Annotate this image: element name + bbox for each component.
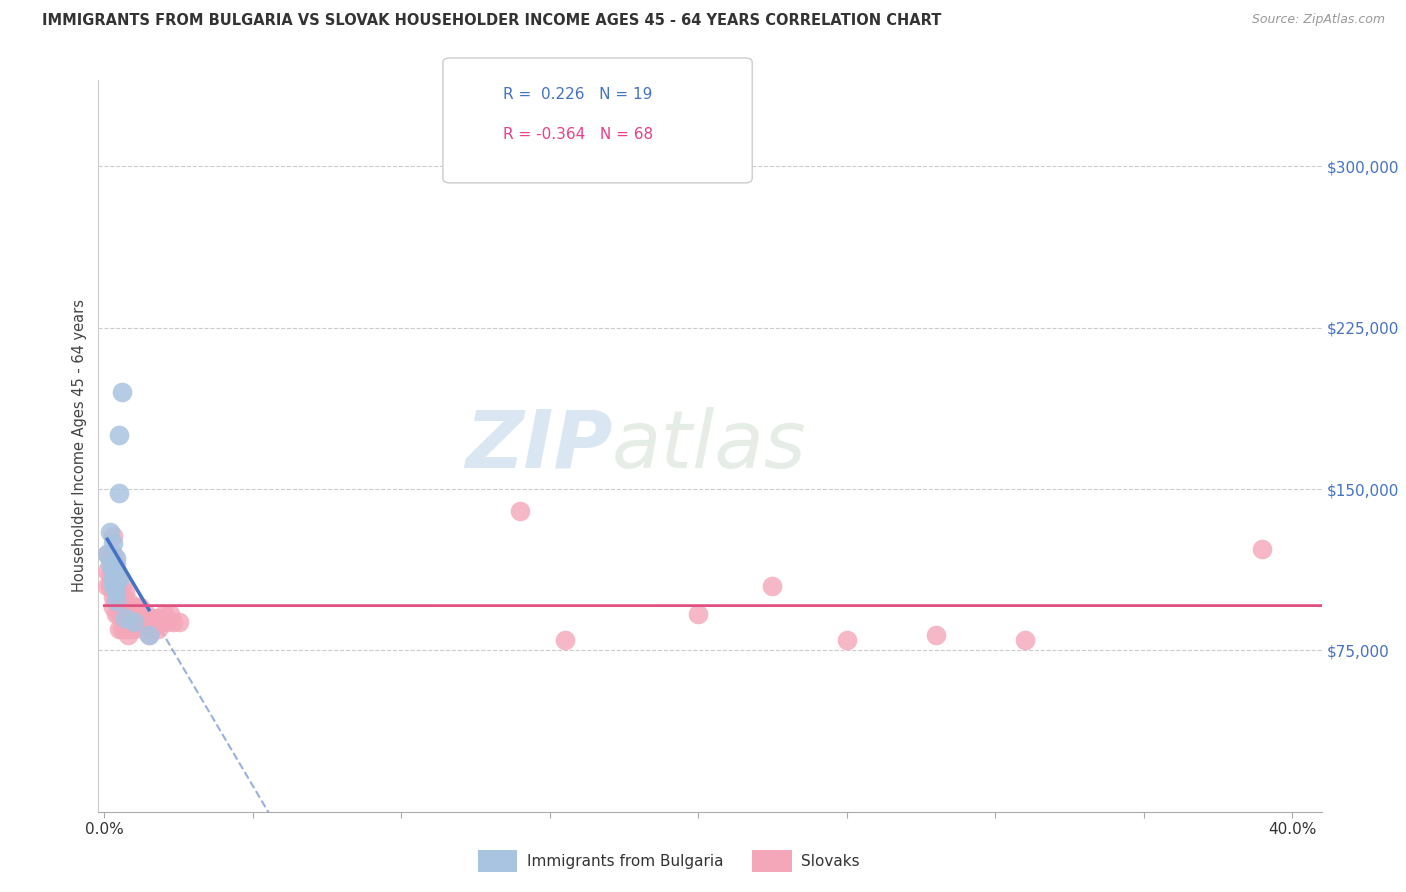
Point	[120, 600, 142, 615]
Point	[114, 585, 136, 599]
Point	[143, 615, 166, 630]
Point	[554, 632, 576, 647]
Point	[120, 622, 142, 636]
Point	[111, 579, 134, 593]
Point	[114, 600, 136, 615]
Point	[138, 628, 160, 642]
Text: R =  0.226   N = 19: R = 0.226 N = 19	[503, 87, 652, 102]
Point	[108, 594, 131, 608]
Point	[132, 611, 155, 625]
Point	[108, 486, 131, 500]
Point	[1014, 632, 1036, 647]
Point	[108, 585, 131, 599]
Point	[120, 611, 142, 625]
Point	[141, 622, 163, 636]
Point	[105, 550, 128, 565]
Point	[98, 579, 121, 593]
Point	[122, 622, 145, 636]
Point	[135, 607, 157, 621]
Text: IMMIGRANTS FROM BULGARIA VS SLOVAK HOUSEHOLDER INCOME AGES 45 - 64 YEARS CORRELA: IMMIGRANTS FROM BULGARIA VS SLOVAK HOUSE…	[42, 13, 942, 29]
Point	[108, 428, 131, 442]
Point	[105, 573, 128, 587]
Point	[96, 579, 118, 593]
Text: Immigrants from Bulgaria: Immigrants from Bulgaria	[527, 854, 724, 869]
Point	[114, 611, 136, 625]
Point	[103, 547, 125, 561]
Point	[98, 558, 121, 572]
Point	[114, 611, 136, 625]
Point	[103, 573, 125, 587]
Point	[156, 615, 179, 630]
Point	[103, 579, 125, 593]
Point	[114, 622, 136, 636]
Point	[162, 615, 184, 630]
Point	[117, 607, 139, 621]
Point	[125, 600, 148, 615]
Point	[149, 615, 172, 630]
Point	[111, 590, 134, 604]
Point	[105, 607, 128, 621]
Text: Source: ZipAtlas.com: Source: ZipAtlas.com	[1251, 13, 1385, 27]
Y-axis label: Householder Income Ages 45 - 64 years: Householder Income Ages 45 - 64 years	[72, 300, 87, 592]
Point	[98, 524, 121, 539]
Point	[96, 547, 118, 561]
Text: R = -0.364   N = 68: R = -0.364 N = 68	[503, 128, 654, 142]
Point	[132, 622, 155, 636]
Point	[105, 590, 128, 604]
Point	[103, 564, 125, 578]
Point	[129, 600, 152, 615]
Text: atlas: atlas	[612, 407, 807, 485]
Point	[141, 611, 163, 625]
Point	[509, 503, 531, 517]
Point	[138, 628, 160, 642]
Point	[122, 615, 145, 630]
Point	[108, 607, 131, 621]
Point	[96, 547, 118, 561]
Point	[108, 573, 131, 587]
Point	[105, 573, 128, 587]
Point	[761, 579, 783, 593]
Point	[122, 611, 145, 625]
Point	[1251, 542, 1274, 557]
Point	[152, 607, 174, 621]
Point	[138, 615, 160, 630]
Point	[103, 573, 125, 587]
Point	[122, 600, 145, 615]
Point	[108, 622, 131, 636]
Point	[135, 615, 157, 630]
Point	[103, 600, 125, 615]
Point	[117, 628, 139, 642]
Point	[105, 594, 128, 608]
Point	[146, 622, 169, 636]
Point	[129, 615, 152, 630]
Point	[103, 590, 125, 604]
Point	[105, 558, 128, 572]
Point	[105, 561, 128, 575]
Point	[159, 607, 181, 621]
Point	[103, 536, 125, 550]
Point	[835, 632, 858, 647]
Point	[111, 385, 134, 400]
Point	[117, 615, 139, 630]
Text: Slovaks: Slovaks	[801, 854, 860, 869]
Point	[111, 622, 134, 636]
Text: ZIP: ZIP	[465, 407, 612, 485]
Point	[96, 564, 118, 578]
Point	[105, 585, 128, 599]
Point	[125, 615, 148, 630]
Point	[167, 615, 190, 630]
Point	[108, 573, 131, 587]
Point	[146, 611, 169, 625]
Point	[103, 529, 125, 543]
Point	[111, 600, 134, 615]
Point	[98, 550, 121, 565]
Point	[924, 628, 946, 642]
Point	[98, 568, 121, 582]
Point	[688, 607, 710, 621]
Point	[117, 594, 139, 608]
Point	[111, 611, 134, 625]
